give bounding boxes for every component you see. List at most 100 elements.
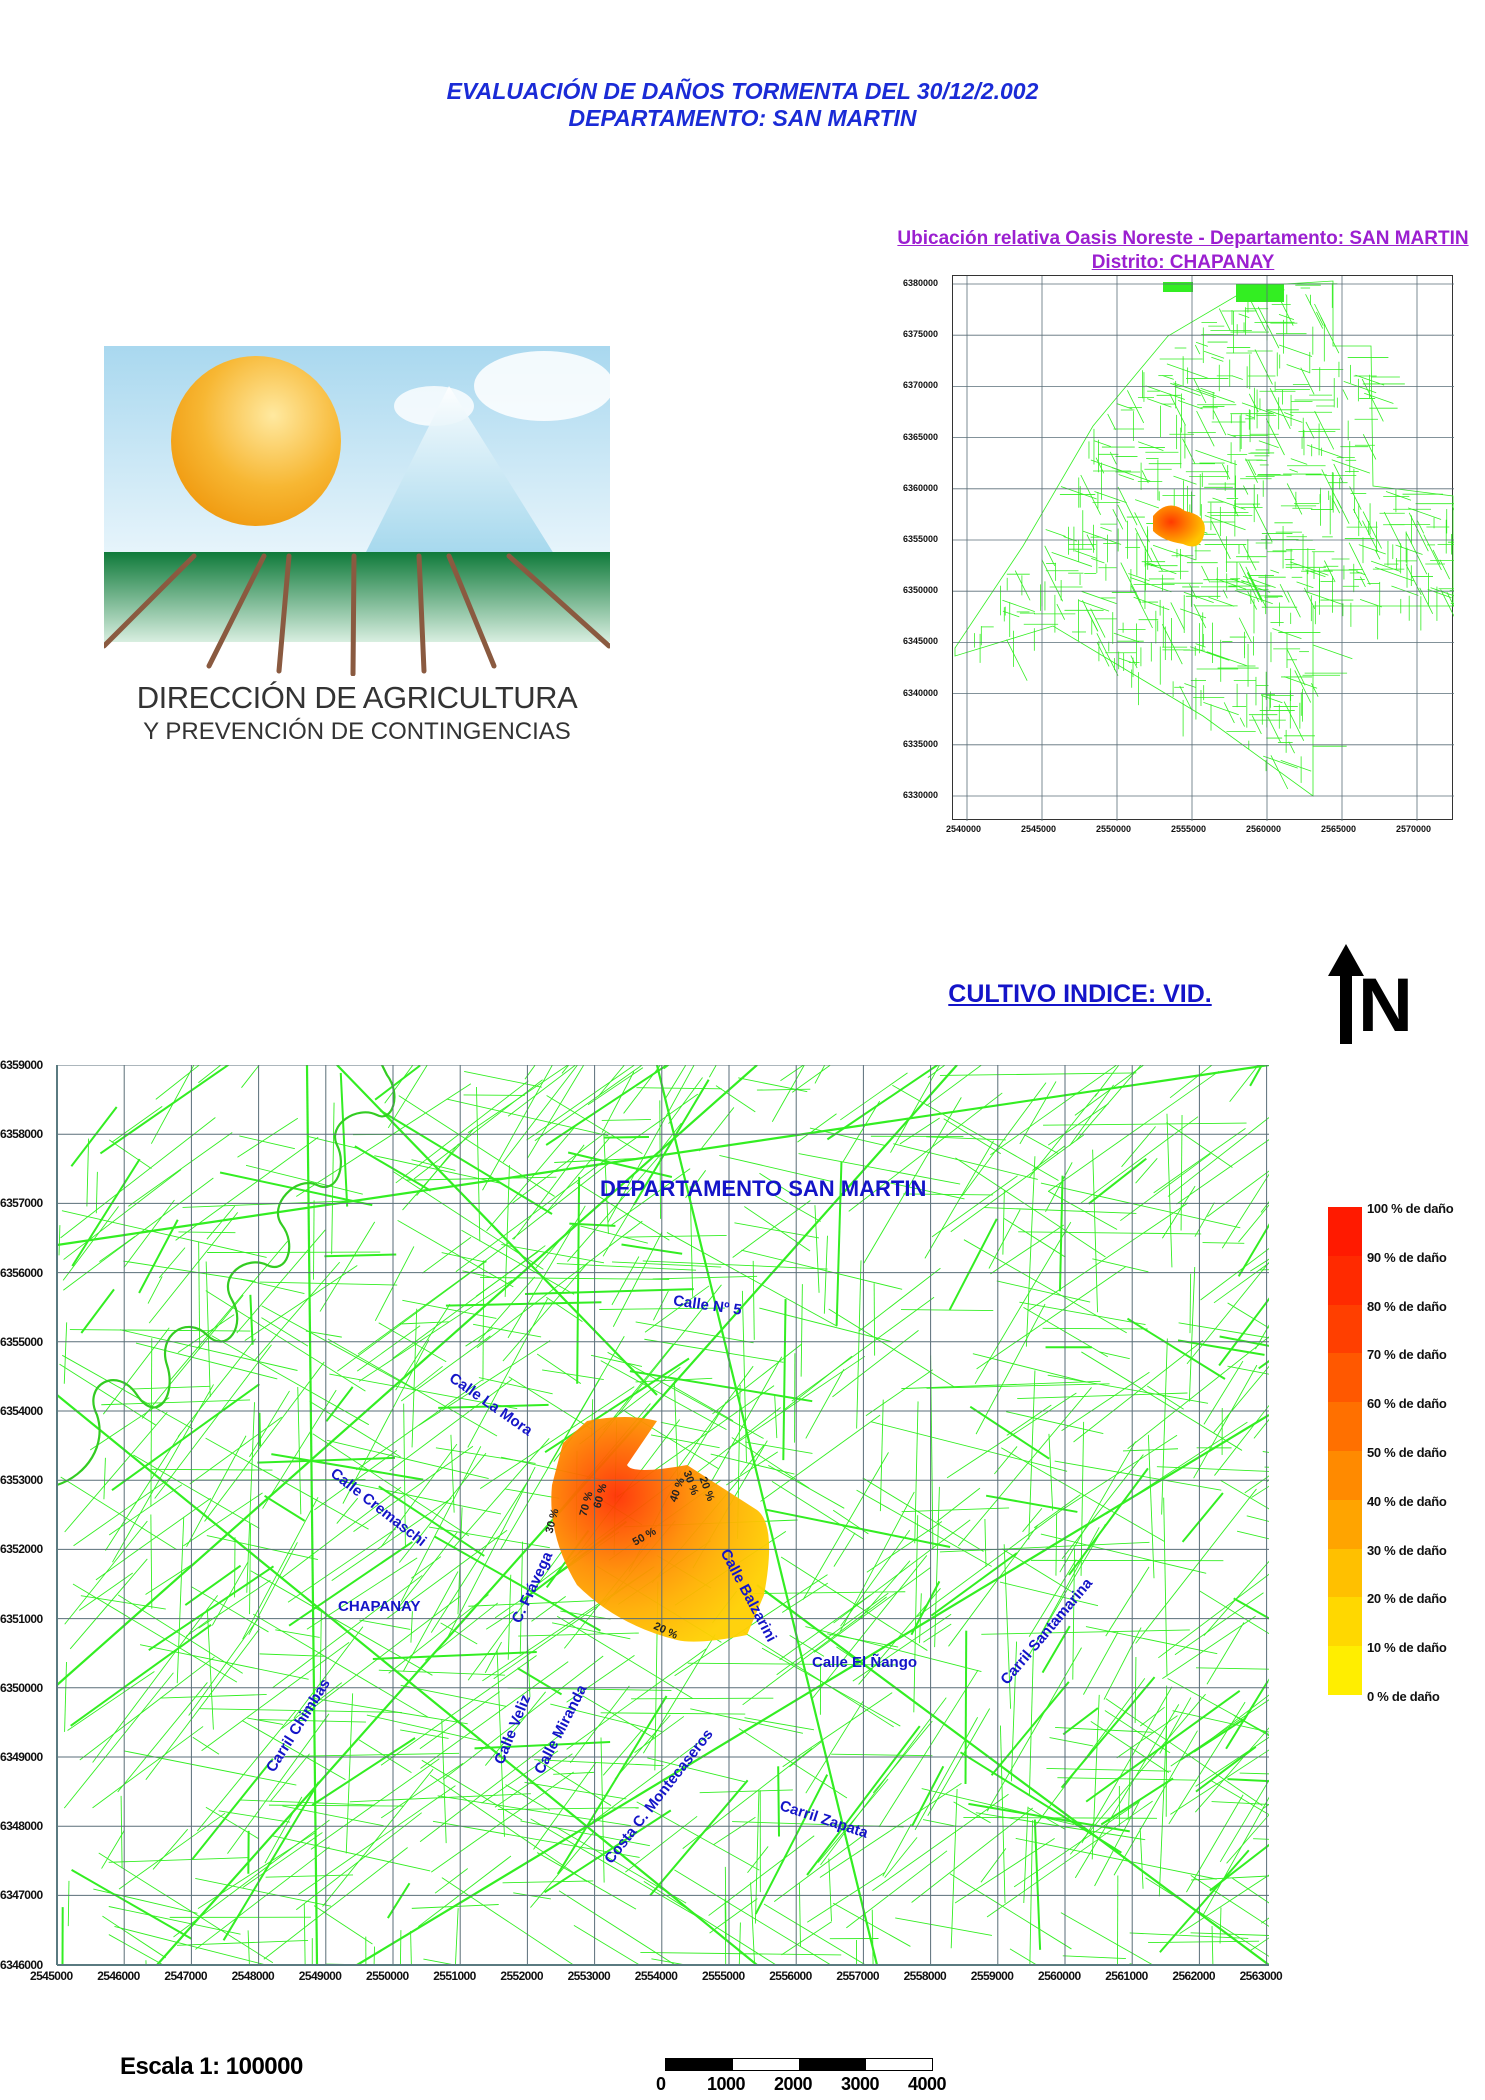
main-grid xyxy=(57,1065,1269,1965)
main-y-tick-label: 6347000 xyxy=(0,1888,43,1903)
main-x-tick-label: 2558000 xyxy=(903,1969,947,1983)
main-y-tick-label: 6356000 xyxy=(0,1265,43,1280)
legend-label: 0 % de daño xyxy=(1367,1689,1440,1704)
legend-color-band xyxy=(1328,1597,1362,1647)
legend-color-band xyxy=(1328,1402,1362,1451)
scale-bar-segment xyxy=(799,2059,866,2070)
inset-map-frame xyxy=(952,275,1485,821)
department-label: DEPARTAMENTO SAN MARTIN xyxy=(600,1176,927,1201)
main-x-tick-label: 2563000 xyxy=(1239,1969,1283,1983)
inset-network xyxy=(954,280,1485,797)
inset-dense-block xyxy=(1236,284,1284,302)
main-y-tick-label: 6354000 xyxy=(0,1404,43,1418)
scale-bar-segment xyxy=(666,2059,733,2070)
main-x-tick-label: 2552000 xyxy=(500,1969,543,1983)
inset-x-tick-label: 2555000 xyxy=(1171,824,1207,834)
damage-area xyxy=(551,1417,770,1642)
scale-bar xyxy=(665,2058,933,2071)
main-x-tick-label: 2556000 xyxy=(769,1969,812,1983)
inset-y-tick-label: 6340000 xyxy=(903,687,939,698)
main-x-tick-label: 2555000 xyxy=(702,1969,745,1983)
main-x-tick-label: 2554000 xyxy=(634,1969,678,1983)
scale-bar-label: 0 xyxy=(656,2074,666,2094)
inset-y-tick-label: 6360000 xyxy=(903,482,939,493)
main-map-y-axis xyxy=(56,1065,58,1965)
map-subtitle: DEPARTAMENTO: SAN MARTIN xyxy=(568,105,917,131)
scale-bar-label: 2000 xyxy=(774,2074,813,2094)
main-x-tick-label: 2562000 xyxy=(1172,1969,1215,1983)
main-x-tick-label: 2545000 xyxy=(30,1969,73,1983)
inset-y-tick-label: 6345000 xyxy=(903,636,939,647)
inset-y-tick-label: 6375000 xyxy=(903,329,939,340)
main-y-tick-label: 6351000 xyxy=(0,1611,43,1626)
inset-y-tick-label: 6350000 xyxy=(903,585,939,596)
inset-y-tick-label: 6370000 xyxy=(903,380,939,391)
inset-y-tick-label: 6380000 xyxy=(903,278,939,288)
legend-label: 50 % de daño xyxy=(1367,1445,1447,1460)
main-y-tick-label: 6357000 xyxy=(0,1196,43,1211)
main-map-canvas xyxy=(57,1065,1269,1965)
scale-bar-segment xyxy=(732,2059,799,2070)
main-x-tick-label: 2557000 xyxy=(836,1969,879,1983)
inset-title: Ubicación relativa Oasis Noreste - Depar… xyxy=(897,228,1469,249)
scale-bar-label: 4000 xyxy=(908,2074,947,2094)
legend-label: 10 % de daño xyxy=(1367,1640,1447,1656)
main-y-tick-label: 6355000 xyxy=(0,1334,43,1349)
legend-label: 30 % de daño xyxy=(1367,1542,1447,1558)
inset-department-outline xyxy=(954,280,1454,797)
main-y-tick-label: 6349000 xyxy=(0,1750,43,1764)
inset-y-tick-label: 6330000 xyxy=(903,790,939,800)
legend-label: 70 % de daño xyxy=(1367,1347,1447,1363)
inset-x-tick-label: 2545000 xyxy=(1021,824,1057,834)
logo-text-line1: DIRECCIÓN DE AGRICULTURA xyxy=(136,680,578,715)
legend-label: 90 % de daño xyxy=(1367,1249,1447,1265)
main-y-tick-label: 6353000 xyxy=(0,1473,43,1488)
main-x-tick-label: 2561000 xyxy=(1105,1969,1148,1983)
main-map xyxy=(57,1065,1269,1965)
town-label-chapanay: CHAPANAY xyxy=(338,1598,421,1615)
main-x-tick-label: 2560000 xyxy=(1038,1969,1081,1983)
legend-label: 80 % de daño xyxy=(1367,1298,1447,1314)
inset-y-tick-label: 6365000 xyxy=(903,431,939,442)
crop-index-label: CULTIVO INDICE: VID. xyxy=(948,980,1212,1008)
legend-label: 20 % de daño xyxy=(1367,1591,1447,1607)
main-y-tick-label: 6352000 xyxy=(0,1542,43,1557)
scale-bar-label: 1000 xyxy=(707,2074,746,2094)
north-arrow: N xyxy=(1326,942,1421,1047)
main-map-x-axis xyxy=(57,1964,1269,1966)
legend-label: 60 % de daño xyxy=(1367,1396,1447,1412)
legend-color-band xyxy=(1328,1450,1362,1500)
inset-map xyxy=(953,276,1485,821)
scale-text: Escala 1: 100000 xyxy=(120,2053,303,2080)
inset-grid xyxy=(953,276,1454,821)
legend-color-band xyxy=(1328,1499,1362,1549)
inset-x-tick-label: 2550000 xyxy=(1096,824,1132,834)
main-y-tick-label: 6346000 xyxy=(0,1957,43,1972)
legend-label: 40 % de daño xyxy=(1367,1493,1447,1509)
north-label: N xyxy=(1358,963,1413,1048)
inset-x-tick-label: 2570000 xyxy=(1396,824,1432,834)
logo-graphic xyxy=(101,346,614,677)
legend-color-band xyxy=(1328,1548,1362,1598)
inset-x-tick-label: 2560000 xyxy=(1246,824,1282,834)
inset-x-tick-label: 2565000 xyxy=(1321,824,1357,834)
north-arrow-icon xyxy=(1328,944,1364,1044)
legend-color-band xyxy=(1328,1304,1362,1354)
main-x-tick-label: 2548000 xyxy=(231,1969,275,1983)
main-x-tick-label: 2547000 xyxy=(164,1969,207,1983)
inset-y-tick-label: 6335000 xyxy=(903,738,939,749)
inset-damage-area xyxy=(1153,505,1205,547)
inset-dense-block xyxy=(1163,282,1193,292)
inset-subtitle: Distrito: CHAPANAY xyxy=(1091,252,1275,273)
main-x-tick-label: 2546000 xyxy=(97,1969,140,1983)
map-title: EVALUACIÓN DE DAÑOS TORMENTA DEL 30/12/2… xyxy=(446,78,1039,104)
scale-bar-label: 3000 xyxy=(841,2074,880,2094)
legend-color-band xyxy=(1328,1646,1362,1695)
main-x-tick-label: 2551000 xyxy=(433,1969,476,1983)
legend-color-band xyxy=(1328,1353,1362,1403)
main-y-tick-label: 6350000 xyxy=(0,1680,43,1695)
main-y-tick-label: 6358000 xyxy=(0,1127,43,1142)
legend-color-band xyxy=(1328,1207,1362,1256)
damage-color-scale xyxy=(1328,1207,1362,1695)
main-x-tick-label: 2549000 xyxy=(298,1969,342,1983)
